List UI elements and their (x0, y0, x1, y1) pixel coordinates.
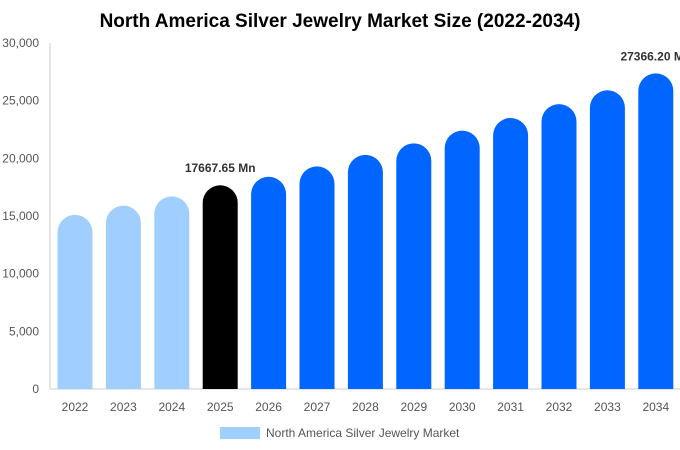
bar-2033[interactable] (589, 90, 625, 389)
bar-2032[interactable] (541, 104, 577, 390)
chart-title: North America Silver Jewelry Market Size… (100, 11, 581, 32)
bar-2024[interactable] (154, 196, 190, 389)
data-label-2025: 17667.65 Mn (185, 161, 256, 175)
y-tick-label: 0 (32, 382, 39, 396)
x-tick-label: 2025 (207, 400, 234, 414)
x-tick-label: 2029 (400, 400, 427, 414)
x-tick-label: 2032 (546, 400, 573, 414)
x-tick-label: 2028 (352, 400, 379, 414)
x-tick-label: 2030 (449, 400, 476, 414)
x-tick-label: 2031 (497, 400, 524, 414)
data-label-2034: 27366.20 Mn (620, 49, 680, 63)
bar-2026[interactable] (251, 176, 287, 389)
y-tick-label: 20,000 (2, 151, 39, 165)
bar-2023[interactable] (105, 205, 141, 389)
bar-2028[interactable] (347, 154, 383, 389)
bar-2027[interactable] (299, 166, 335, 389)
bar-2029[interactable] (396, 143, 432, 389)
y-axis: 0 5,000 10,000 15,000 20,000 25,000 30,000 (2, 36, 51, 396)
legend-swatch (220, 427, 260, 439)
x-tick-label: 2022 (62, 400, 89, 414)
bar-2025[interactable] (202, 185, 238, 389)
legend-label: North America Silver Jewelry Market (266, 426, 460, 440)
legend[interactable]: North America Silver Jewelry Market (220, 426, 460, 440)
y-tick-label: 25,000 (2, 94, 39, 108)
x-tick-label: 2027 (304, 400, 331, 414)
bar-2031[interactable] (493, 117, 529, 389)
y-tick-label: 5,000 (9, 324, 39, 338)
x-tick-label: 2034 (642, 400, 669, 414)
y-tick-label: 30,000 (2, 36, 39, 50)
y-tick-label: 10,000 (2, 267, 39, 281)
bar-2030[interactable] (444, 130, 480, 390)
x-tick-label: 2024 (158, 400, 185, 414)
x-tick-label: 2023 (110, 400, 137, 414)
bar-2022[interactable] (57, 214, 93, 389)
y-tick-label: 15,000 (2, 209, 39, 223)
x-tick-label: 2026 (255, 400, 282, 414)
bars (57, 73, 674, 390)
x-tick-label: 2033 (594, 400, 621, 414)
bar-2034[interactable] (638, 73, 674, 389)
data-labels: 17667.65 Mn 27366.20 Mn (185, 49, 680, 175)
x-axis: 2022 2023 2024 2025 2026 2027 2028 2029 2030 2031… (50, 388, 680, 414)
